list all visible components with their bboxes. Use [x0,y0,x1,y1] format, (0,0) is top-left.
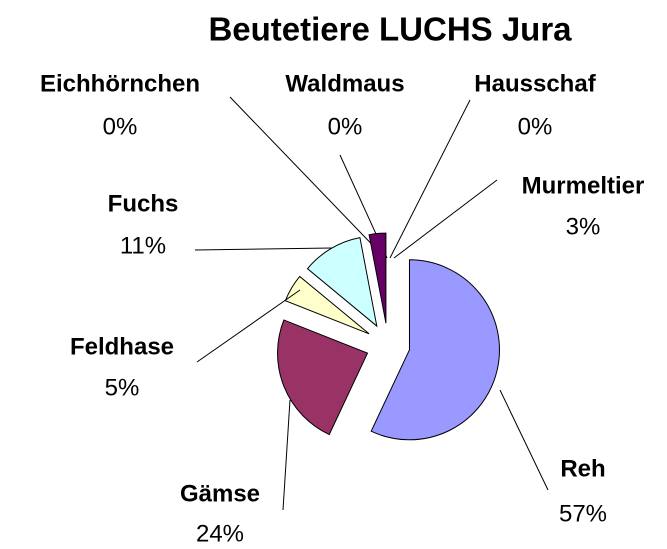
pie-slice [368,232,387,324]
slice-value-label: 0% [103,113,138,140]
leader-line [194,247,333,251]
slice-value-label: 0% [518,113,553,140]
slice-value-label: 3% [566,213,601,240]
leader-line [389,99,471,259]
leader-line [196,289,301,363]
slice-name: Hausschaf [474,70,596,97]
slice-name: Waldmaus [285,70,404,97]
slice-value-label: 57% [559,500,607,527]
slice-name: Eichhörnchen [40,70,200,97]
leader-line [229,96,386,259]
slice-name: Feldhase [70,333,174,360]
leader-line [499,389,549,491]
slice-name: Reh [560,455,605,482]
leader-line [393,179,498,259]
slice-value-label: 0% [328,113,363,140]
pie-slice [277,319,369,436]
pie-slice [306,237,378,328]
slice-value-label: 5% [105,374,140,401]
slice-name: Fuchs [108,190,179,217]
chart-title: Beutetiere LUCHS Jura [208,11,572,48]
slice-value-label: 24% [196,520,244,547]
pie-slice [370,259,500,441]
slice-value-label: 11% [120,232,166,259]
leader-line [282,399,291,511]
slice-name: Murmeltier [522,172,645,199]
slice-name: Gämse [180,480,260,507]
